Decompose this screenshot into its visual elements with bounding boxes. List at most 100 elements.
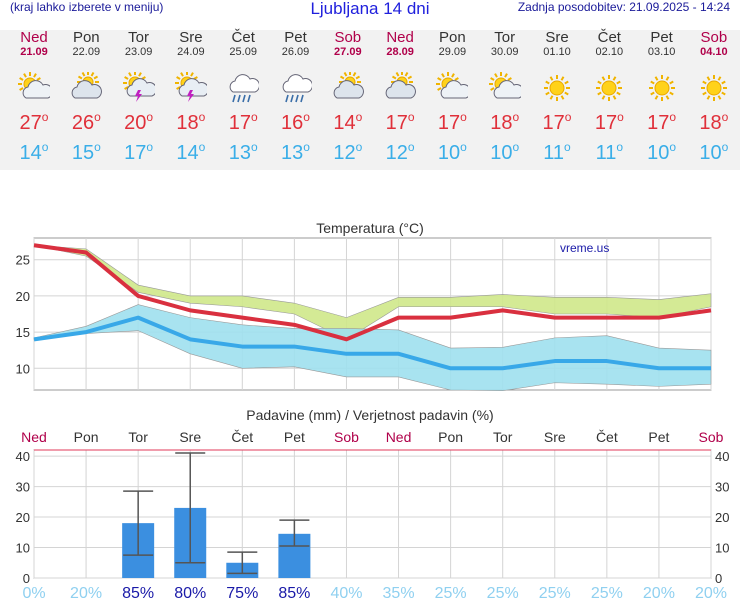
- forecast-day: Čet 25.09 17o 13o: [217, 29, 269, 164]
- min-temperature: 11o: [595, 140, 624, 164]
- day-date: 27.09: [334, 46, 362, 58]
- max-temperature: 20o: [124, 110, 154, 134]
- location-hint: (kraj lahko izberete v meniju): [10, 0, 164, 14]
- precipitation-probability-label: 75%: [226, 585, 258, 600]
- day-date: 21.09: [20, 46, 48, 58]
- day-date: 24.09: [177, 46, 205, 58]
- page-title: Ljubljana 14 dni: [310, 0, 430, 18]
- sun-icon: [700, 75, 727, 101]
- precipitation-day-label: Čet: [596, 429, 618, 445]
- temperature-y-tick: 20: [16, 289, 30, 304]
- precipitation-y-tick-left: 30: [16, 480, 30, 495]
- precipitation-probability-label: 25%: [591, 585, 623, 600]
- precipitation-probability-label: 0%: [22, 585, 45, 600]
- precipitation-day-label: Sob: [334, 429, 359, 445]
- rain-cloud-icon: [229, 74, 260, 103]
- day-date: 29.09: [438, 46, 467, 58]
- max-temperature: 27o: [19, 110, 49, 134]
- max-temperature: 17o: [385, 110, 415, 134]
- watermark-label: vreme.us: [560, 241, 609, 255]
- day-name: Čet: [597, 29, 621, 46]
- day-date: 25.09: [229, 46, 257, 58]
- forecast-day: Ned 28.09 17o 12o: [374, 29, 426, 164]
- temperature-chart-title: Temperatura (°C): [316, 220, 424, 236]
- precipitation-day-label: Sob: [699, 429, 724, 445]
- precipitation-y-tick-right: 20: [715, 510, 729, 525]
- precipitation-probability-label: 85%: [278, 585, 310, 600]
- min-temperature: 11o: [543, 140, 571, 164]
- forecast-charts: Temperatura (°C) 10 15 20 25 vreme.us Padavine…: [16, 220, 730, 600]
- min-temperature: 10o: [490, 140, 520, 164]
- precipitation-day-label: Čet: [231, 429, 253, 445]
- day-name: Pet: [284, 29, 307, 46]
- min-temperature: 12o: [385, 140, 415, 164]
- forecast-day: Tor 30.09 18o 10o: [479, 30, 531, 164]
- forecast-day: Tor 23.09 20o 17o: [113, 30, 165, 164]
- precipitation-y-tick-right: 10: [715, 541, 729, 556]
- day-name: Pon: [72, 29, 100, 46]
- day-date: 01.10: [543, 46, 571, 58]
- precipitation-y-tick-right: 0: [715, 571, 722, 586]
- precipitation-probability-label: 40%: [330, 585, 362, 600]
- precipitation-probability-label: 25%: [487, 585, 519, 600]
- precipitation-day-label: Tor: [493, 429, 513, 445]
- day-name: Sre: [179, 29, 203, 46]
- max-temperature: 17o: [542, 110, 572, 134]
- min-temperature: 12o: [333, 140, 363, 164]
- precipitation-y-tick-left: 40: [16, 449, 30, 464]
- max-temperature: 14o: [333, 110, 363, 134]
- day-date: 22.09: [72, 46, 101, 58]
- forecast-day: Pet 26.09 16o 13o: [270, 29, 322, 164]
- day-name: Sob: [334, 29, 362, 46]
- precipitation-y-tick-right: 40: [715, 449, 729, 464]
- precipitation-probability-label: 20%: [643, 585, 675, 600]
- max-temperature: 17o: [437, 110, 467, 134]
- min-temperature: 14o: [176, 140, 206, 164]
- thunderstorm-sun-icon: [174, 72, 207, 102]
- precipitation-y-tick-left: 20: [16, 510, 30, 525]
- min-temperature: 17o: [124, 140, 154, 164]
- precipitation-day-label: Ned: [386, 429, 412, 445]
- forecast-day: Sob 27.09 14o 12o: [322, 29, 374, 164]
- forecast-day: Pon 29.09 17o 10o: [426, 30, 478, 164]
- min-temperature: 15o: [71, 140, 101, 164]
- thunderstorm-sun-icon: [122, 72, 155, 102]
- daily-forecast-strip: Ned 21.09 27o 14o Pon 22.09 26o 15o Tor 23.09 20o 1…: [0, 30, 740, 170]
- day-name: Ned: [20, 29, 48, 46]
- day-name: Čet: [231, 29, 255, 46]
- forecast-day: Čet 02.10 17o 11o: [583, 29, 635, 165]
- day-date: 02.10: [595, 46, 624, 58]
- max-temperature-band: [33, 244, 712, 340]
- min-temperature-line: [33, 315, 711, 371]
- forecast-day: Pon 22.09 26o 15o: [60, 29, 112, 164]
- day-date: 03.10: [647, 46, 676, 58]
- precipitation-probability-label: 85%: [122, 585, 154, 600]
- precipitation-day-label: Sre: [179, 429, 201, 445]
- precipitation-y-tick-left: 10: [16, 541, 30, 556]
- max-temperature: 17o: [228, 110, 258, 134]
- temperature-y-tick: 15: [16, 325, 30, 340]
- forecast-day: Sre 24.09 18o 14o: [165, 29, 217, 164]
- forecast-day: Sre 01.10 17o 11o: [531, 30, 583, 165]
- forecast-day: Sob 04.10 18o 10o: [688, 30, 740, 165]
- min-temperature: 10o: [647, 140, 677, 164]
- precipitation-probability-label: 80%: [174, 585, 206, 600]
- max-temperature: 17o: [594, 110, 624, 134]
- max-temperature: 18o: [490, 110, 520, 134]
- day-date: 30.09: [490, 46, 519, 58]
- precipitation-day-label: Ned: [21, 429, 47, 445]
- last-updated: Zadnja posodobitev: 21.09.2025 - 14:24: [517, 0, 730, 14]
- day-date: 04.10: [700, 46, 728, 58]
- max-temperature: 18o: [699, 110, 729, 134]
- precipitation-probability-label: 20%: [70, 585, 102, 600]
- sun-icon: [596, 75, 623, 101]
- precipitation-y-tick-left: 0: [23, 571, 30, 586]
- precipitation-y-tick-right: 30: [715, 480, 729, 495]
- min-temperature: 13o: [281, 140, 310, 164]
- max-temperature: 26o: [71, 110, 101, 134]
- precipitation-probability-label: 25%: [435, 585, 467, 600]
- precipitation-day-label: Pet: [284, 429, 305, 445]
- max-temperature: 18o: [176, 110, 206, 134]
- day-name: Ned: [386, 29, 414, 46]
- min-temperature: 10o: [699, 140, 729, 164]
